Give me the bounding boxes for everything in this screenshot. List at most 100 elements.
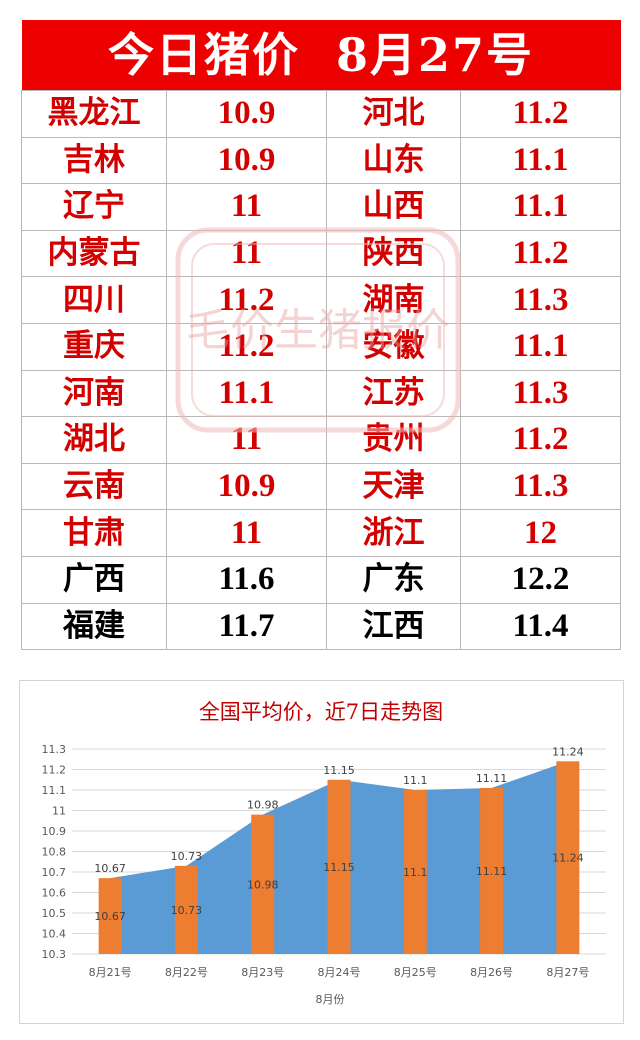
- header-title-cell: 今日猪价 8月27号: [21, 20, 621, 91]
- area-data-label: 11.24: [552, 745, 584, 758]
- trend-chart-svg: 全国平均价，近7日走势图 10.67 10.67 10.73 10.73 10.98 10…: [42, 700, 606, 1006]
- price-row: 吉林 10.9 山东 11.1: [21, 136, 621, 185]
- price-row: 黑龙江 10.9 河北 11.2: [21, 90, 621, 138]
- right-price-cell: 11.1: [460, 183, 621, 231]
- bar: [403, 790, 427, 954]
- area-data-label: 10.67: [94, 862, 126, 875]
- right-province-cell: 山东: [326, 136, 461, 185]
- price-row: 广西 11.6 广东 12.2: [21, 555, 621, 604]
- left-price-cell: 11.2: [166, 322, 327, 371]
- y-tick-label: 10.4: [42, 928, 67, 941]
- x-tick-label: 8月27号: [546, 966, 589, 979]
- right-province-cell: 湖南: [326, 276, 461, 324]
- right-price-cell: 11.1: [460, 322, 621, 371]
- trend-chart: 全国平均价，近7日走势图 10.67 10.67 10.73 10.73 10.98 10…: [19, 680, 624, 1024]
- y-tick-label: 10.8: [42, 846, 67, 859]
- right-province-cell: 贵州: [326, 416, 461, 464]
- y-tick-label: 10.9: [42, 825, 67, 838]
- area-data-label: 10.73: [171, 850, 203, 863]
- price-table: 今日猪价 8月27号 黑龙江 10.9 河北 11.2 吉林 10.9 山东 11.1 辽宁 11…: [21, 20, 621, 651]
- right-price-cell: 12: [460, 509, 621, 557]
- price-row: 四川 11.2 湖南 11.3: [21, 276, 621, 324]
- bar: [174, 865, 198, 954]
- bar-data-label: 10.67: [94, 910, 126, 923]
- right-price-cell: 11.3: [460, 462, 621, 511]
- left-price-cell: 11: [166, 509, 327, 557]
- right-price-cell: 11.3: [460, 369, 621, 418]
- bar-data-label: 10.98: [247, 878, 279, 891]
- right-province-cell: 陕西: [326, 229, 461, 278]
- y-tick-label: 10.7: [42, 866, 67, 879]
- right-price-cell: 11.2: [460, 229, 621, 278]
- right-price-cell: 11.4: [460, 602, 621, 651]
- header-row: 今日猪价 8月27号: [21, 20, 621, 91]
- right-price-cell: 11.3: [460, 276, 621, 324]
- price-row: 福建 11.7 江西 11.4: [21, 602, 621, 651]
- left-province-cell: 湖北: [21, 416, 167, 464]
- y-tick-label: 10.3: [42, 948, 67, 961]
- left-price-cell: 11: [166, 183, 327, 231]
- chart-title: 全国平均价，近7日走势图: [199, 700, 443, 724]
- right-province-cell: 江西: [326, 602, 461, 651]
- price-row: 甘肃 11 浙江 12: [21, 509, 621, 557]
- x-tick-label: 8月22号: [165, 966, 208, 979]
- left-price-cell: 11.7: [166, 602, 327, 651]
- right-province-cell: 浙江: [326, 509, 461, 557]
- area-data-label: 11.15: [323, 764, 355, 777]
- bar-data-label: 10.73: [171, 904, 203, 917]
- left-price-cell: 11.1: [166, 369, 327, 418]
- x-axis-label: 8月份: [316, 993, 345, 1006]
- bar-data-label: 11.24: [552, 852, 584, 865]
- left-province-cell: 辽宁: [21, 183, 167, 231]
- left-price-cell: 10.9: [166, 136, 327, 185]
- left-price-cell: 11: [166, 229, 327, 278]
- page-title: 今日猪价 8月27号: [107, 28, 535, 82]
- y-tick-label: 10.6: [42, 887, 67, 900]
- x-tick-label: 8月25号: [394, 966, 437, 979]
- left-price-cell: 11: [166, 416, 327, 464]
- left-price-cell: 10.9: [166, 462, 327, 511]
- right-province-cell: 江苏: [326, 369, 461, 418]
- right-price-cell: 11.1: [460, 136, 621, 185]
- right-province-cell: 山西: [326, 183, 461, 231]
- price-row: 河南 11.1 江苏 11.3: [21, 369, 621, 418]
- bar: [98, 878, 122, 954]
- left-province-cell: 重庆: [21, 322, 167, 371]
- left-price-cell: 11.6: [166, 555, 327, 604]
- right-province-cell: 天津: [326, 462, 461, 511]
- price-row: 湖北 11 贵州 11.2: [21, 416, 621, 464]
- bar: [480, 787, 504, 954]
- y-tick-label: 10.5: [42, 907, 67, 920]
- bar: [327, 779, 351, 954]
- right-price-cell: 11.2: [460, 416, 621, 464]
- area-data-label: 11.11: [476, 772, 508, 785]
- x-tick-label: 8月26号: [470, 966, 513, 979]
- y-tick-label: 11.1: [42, 784, 67, 797]
- right-province-cell: 广东: [326, 555, 461, 604]
- right-province-cell: 河北: [326, 90, 461, 138]
- bar-data-label: 11.11: [476, 865, 508, 878]
- bar: [251, 814, 275, 954]
- left-province-cell: 吉林: [21, 136, 167, 185]
- x-tick-label: 8月21号: [89, 966, 132, 979]
- y-tick-label: 11: [52, 805, 66, 818]
- bar: [556, 761, 580, 954]
- left-province-cell: 广西: [21, 555, 167, 604]
- x-tick-label: 8月23号: [241, 966, 284, 979]
- price-row: 重庆 11.2 安徽 11.1: [21, 322, 621, 371]
- bar-data-label: 11.1: [403, 866, 428, 879]
- right-price-cell: 11.2: [460, 90, 621, 138]
- bar-data-label: 11.15: [323, 861, 355, 874]
- left-province-cell: 黑龙江: [21, 90, 167, 138]
- y-tick-label: 11.3: [42, 743, 67, 756]
- x-tick-label: 8月24号: [318, 966, 361, 979]
- right-price-cell: 12.2: [460, 555, 621, 604]
- area-data-label: 10.98: [247, 799, 279, 812]
- right-province-cell: 安徽: [326, 322, 461, 371]
- left-province-cell: 福建: [21, 602, 167, 651]
- left-province-cell: 云南: [21, 462, 167, 511]
- left-province-cell: 河南: [21, 369, 167, 418]
- price-row: 云南 10.9 天津 11.3: [21, 462, 621, 511]
- left-price-cell: 11.2: [166, 276, 327, 324]
- left-province-cell: 甘肃: [21, 509, 167, 557]
